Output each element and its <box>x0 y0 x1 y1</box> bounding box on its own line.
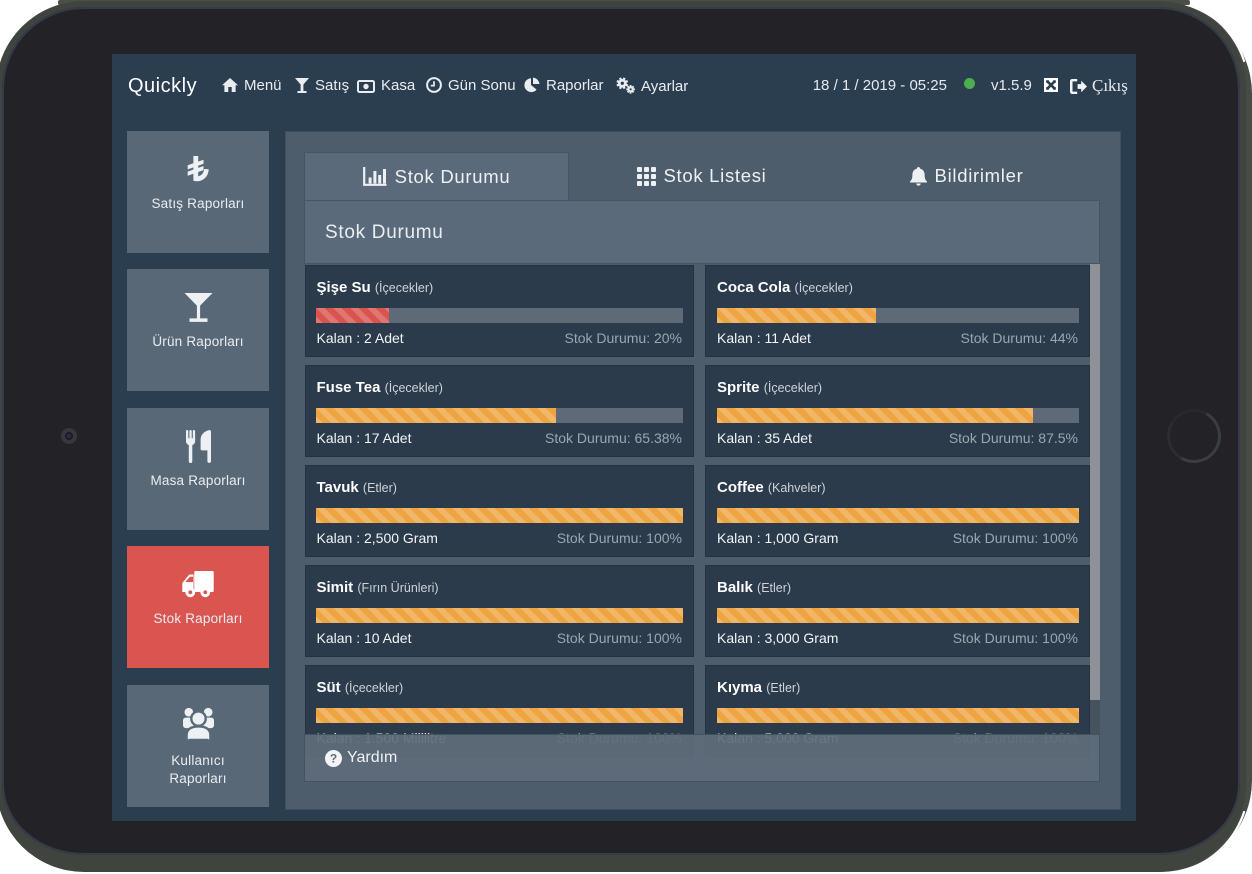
svg-text:?: ? <box>330 752 337 766</box>
